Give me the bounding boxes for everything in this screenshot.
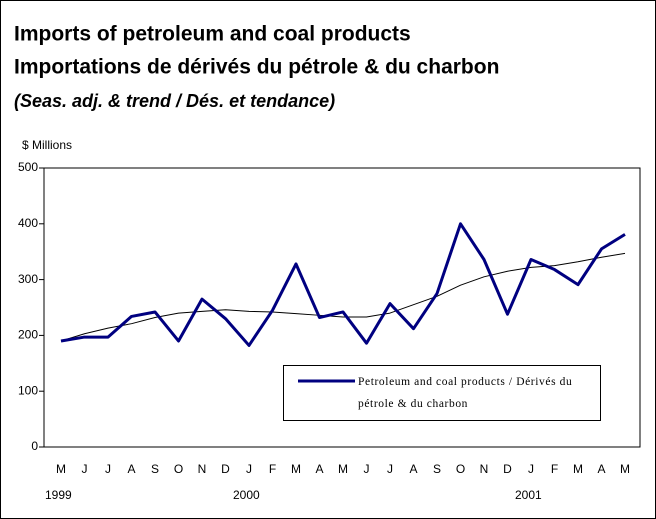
x-tick-label: S	[151, 462, 159, 476]
x-tick-label: J	[105, 462, 111, 476]
x-group-label: 1999	[45, 488, 72, 502]
legend-label: Petroleum and coal products / Dérivés du…	[358, 376, 573, 410]
y-tick-label: 100	[18, 383, 38, 397]
chart-subtitle: (Seas. adj. & trend / Dés. et tendance)	[14, 91, 335, 111]
legend-box	[283, 365, 601, 421]
x-tick-label: N	[480, 462, 489, 476]
y-tick-label: 300	[18, 272, 38, 286]
x-tick-label: J	[387, 462, 393, 476]
x-tick-label: J	[528, 462, 534, 476]
plot-frame	[43, 167, 641, 448]
x-tick-label: O	[456, 462, 465, 476]
x-group-label: 2000	[233, 488, 260, 502]
x-tick-label: D	[503, 462, 512, 476]
x-tick-label: D	[221, 462, 230, 476]
x-tick-label: M	[291, 462, 301, 476]
x-tick-label: M	[338, 462, 348, 476]
x-tick-label: F	[269, 462, 276, 476]
y-tick-label: 400	[18, 216, 38, 230]
y-tick-label: 500	[18, 160, 38, 174]
x-tick-label: M	[56, 462, 66, 476]
x-tick-label: M	[620, 462, 630, 476]
x-tick-label: N	[198, 462, 207, 476]
x-tick-label: F	[551, 462, 558, 476]
x-tick-label: J	[364, 462, 370, 476]
x-tick-label: A	[597, 462, 605, 476]
series-line	[60, 252, 626, 342]
x-tick-label: A	[127, 462, 135, 476]
x-group-label: 2001	[515, 488, 542, 502]
x-tick-label: A	[315, 462, 323, 476]
y-axis-label: $ Millions	[22, 138, 72, 152]
x-tick-label: S	[433, 462, 441, 476]
y-tick-label: 200	[18, 328, 38, 342]
x-tick-label: M	[573, 462, 583, 476]
chart-title-fr: Importations de dérivés du pétrole & du …	[14, 56, 499, 79]
x-tick-label: O	[174, 462, 183, 476]
x-tick-label: J	[246, 462, 252, 476]
y-tick-label: 0	[31, 439, 38, 453]
series-line	[60, 222, 626, 347]
chart-title: Imports of petroleum and coal products	[14, 23, 411, 46]
x-tick-label: A	[409, 462, 417, 476]
x-tick-label: J	[82, 462, 88, 476]
